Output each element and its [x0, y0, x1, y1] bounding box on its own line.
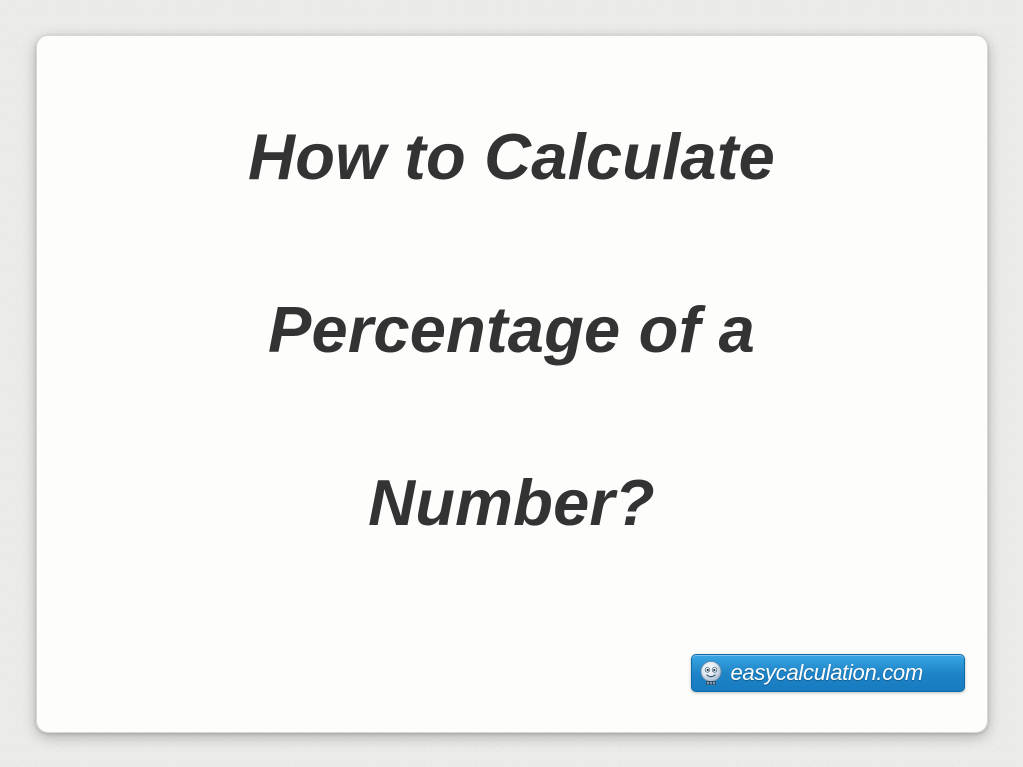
title-line-1: How to Calculate: [37, 124, 987, 189]
slide-title: How to Calculate Percentage of a Number?: [37, 124, 987, 535]
title-line-3: Number?: [37, 470, 987, 535]
brand-badge: easycalculation.com: [691, 654, 965, 692]
brand-badge-text: easycalculation.com: [731, 660, 923, 686]
calculator-mascot-icon: [698, 660, 724, 686]
title-line-2: Percentage of a: [37, 297, 987, 362]
slide-card: How to Calculate Percentage of a Number?: [36, 35, 988, 733]
